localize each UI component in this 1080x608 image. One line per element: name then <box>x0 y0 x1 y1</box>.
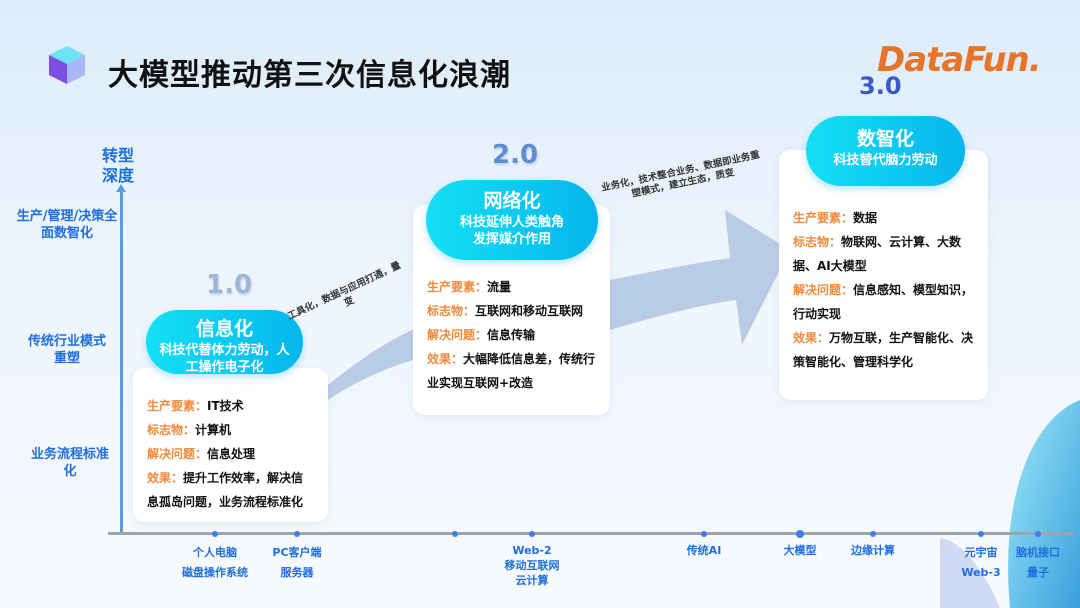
timeline-dot <box>1035 531 1041 537</box>
y-level-label: 生产/管理/决策全面数智化 <box>16 209 118 241</box>
timeline-label: 边缘计算 <box>851 544 895 557</box>
y-axis-title: 转型深度 <box>102 146 135 185</box>
timeline-label: 脑机接口 量子 <box>1016 546 1060 579</box>
y-axis-line <box>120 190 123 532</box>
page-title: 大模型推动第三次信息化浪潮 <box>108 58 511 93</box>
y-level-label: 业务流程标准化 <box>30 447 109 479</box>
decorative-swirl <box>940 400 1080 608</box>
y-level-label: 传统行业模式重塑 <box>27 334 106 366</box>
timeline-label: 个人电脑 磁盘操作系统 <box>182 546 248 579</box>
timeline-dot <box>294 531 300 537</box>
y-axis-arrowhead <box>116 184 126 192</box>
timeline-label: Web-2 移动互联网 云计算 <box>504 544 560 587</box>
stage-3-card: 生产要素：数据 标志物：物联网、云计算、大数据、AI大模型 解决问题：信息感知、… <box>779 150 988 400</box>
datafun-logo: DataFun. 3.0 <box>859 40 1042 100</box>
timeline-dot <box>701 531 707 537</box>
timeline-label: PC客户端 服务器 <box>272 546 322 579</box>
cube-icon <box>49 46 85 84</box>
timeline-label: 大模型 <box>783 544 817 557</box>
timeline-dot <box>452 531 458 537</box>
stage-1-card: 生产要素：IT技术 标志物：计算机 解决问题：信息处理 效果：提升工作效率，解决… <box>133 368 328 522</box>
stage-3-version: 3.0 <box>859 72 902 100</box>
stage-3-pill: 数智化 科技替代脑力劳动 <box>806 116 965 186</box>
timeline-dot <box>529 531 535 537</box>
timeline-dot <box>796 530 804 538</box>
timeline-dot <box>870 531 876 537</box>
timeline-label: 传统AI <box>686 544 722 557</box>
timeline-label: 元宇宙 Web-3 <box>961 546 1001 579</box>
stage-1-pill: 信息化 科技代替体力劳动，人工操作电子化 <box>146 310 303 375</box>
stage-2-version: 2.0 <box>492 140 539 170</box>
timeline-dot <box>978 531 984 537</box>
timeline-dot <box>212 531 218 537</box>
x-axis-line <box>108 532 1074 535</box>
stage-2-pill: 网络化 科技延伸人类触角发挥媒介作用 <box>426 180 598 260</box>
stage-1-version: 1.0 <box>206 270 253 300</box>
